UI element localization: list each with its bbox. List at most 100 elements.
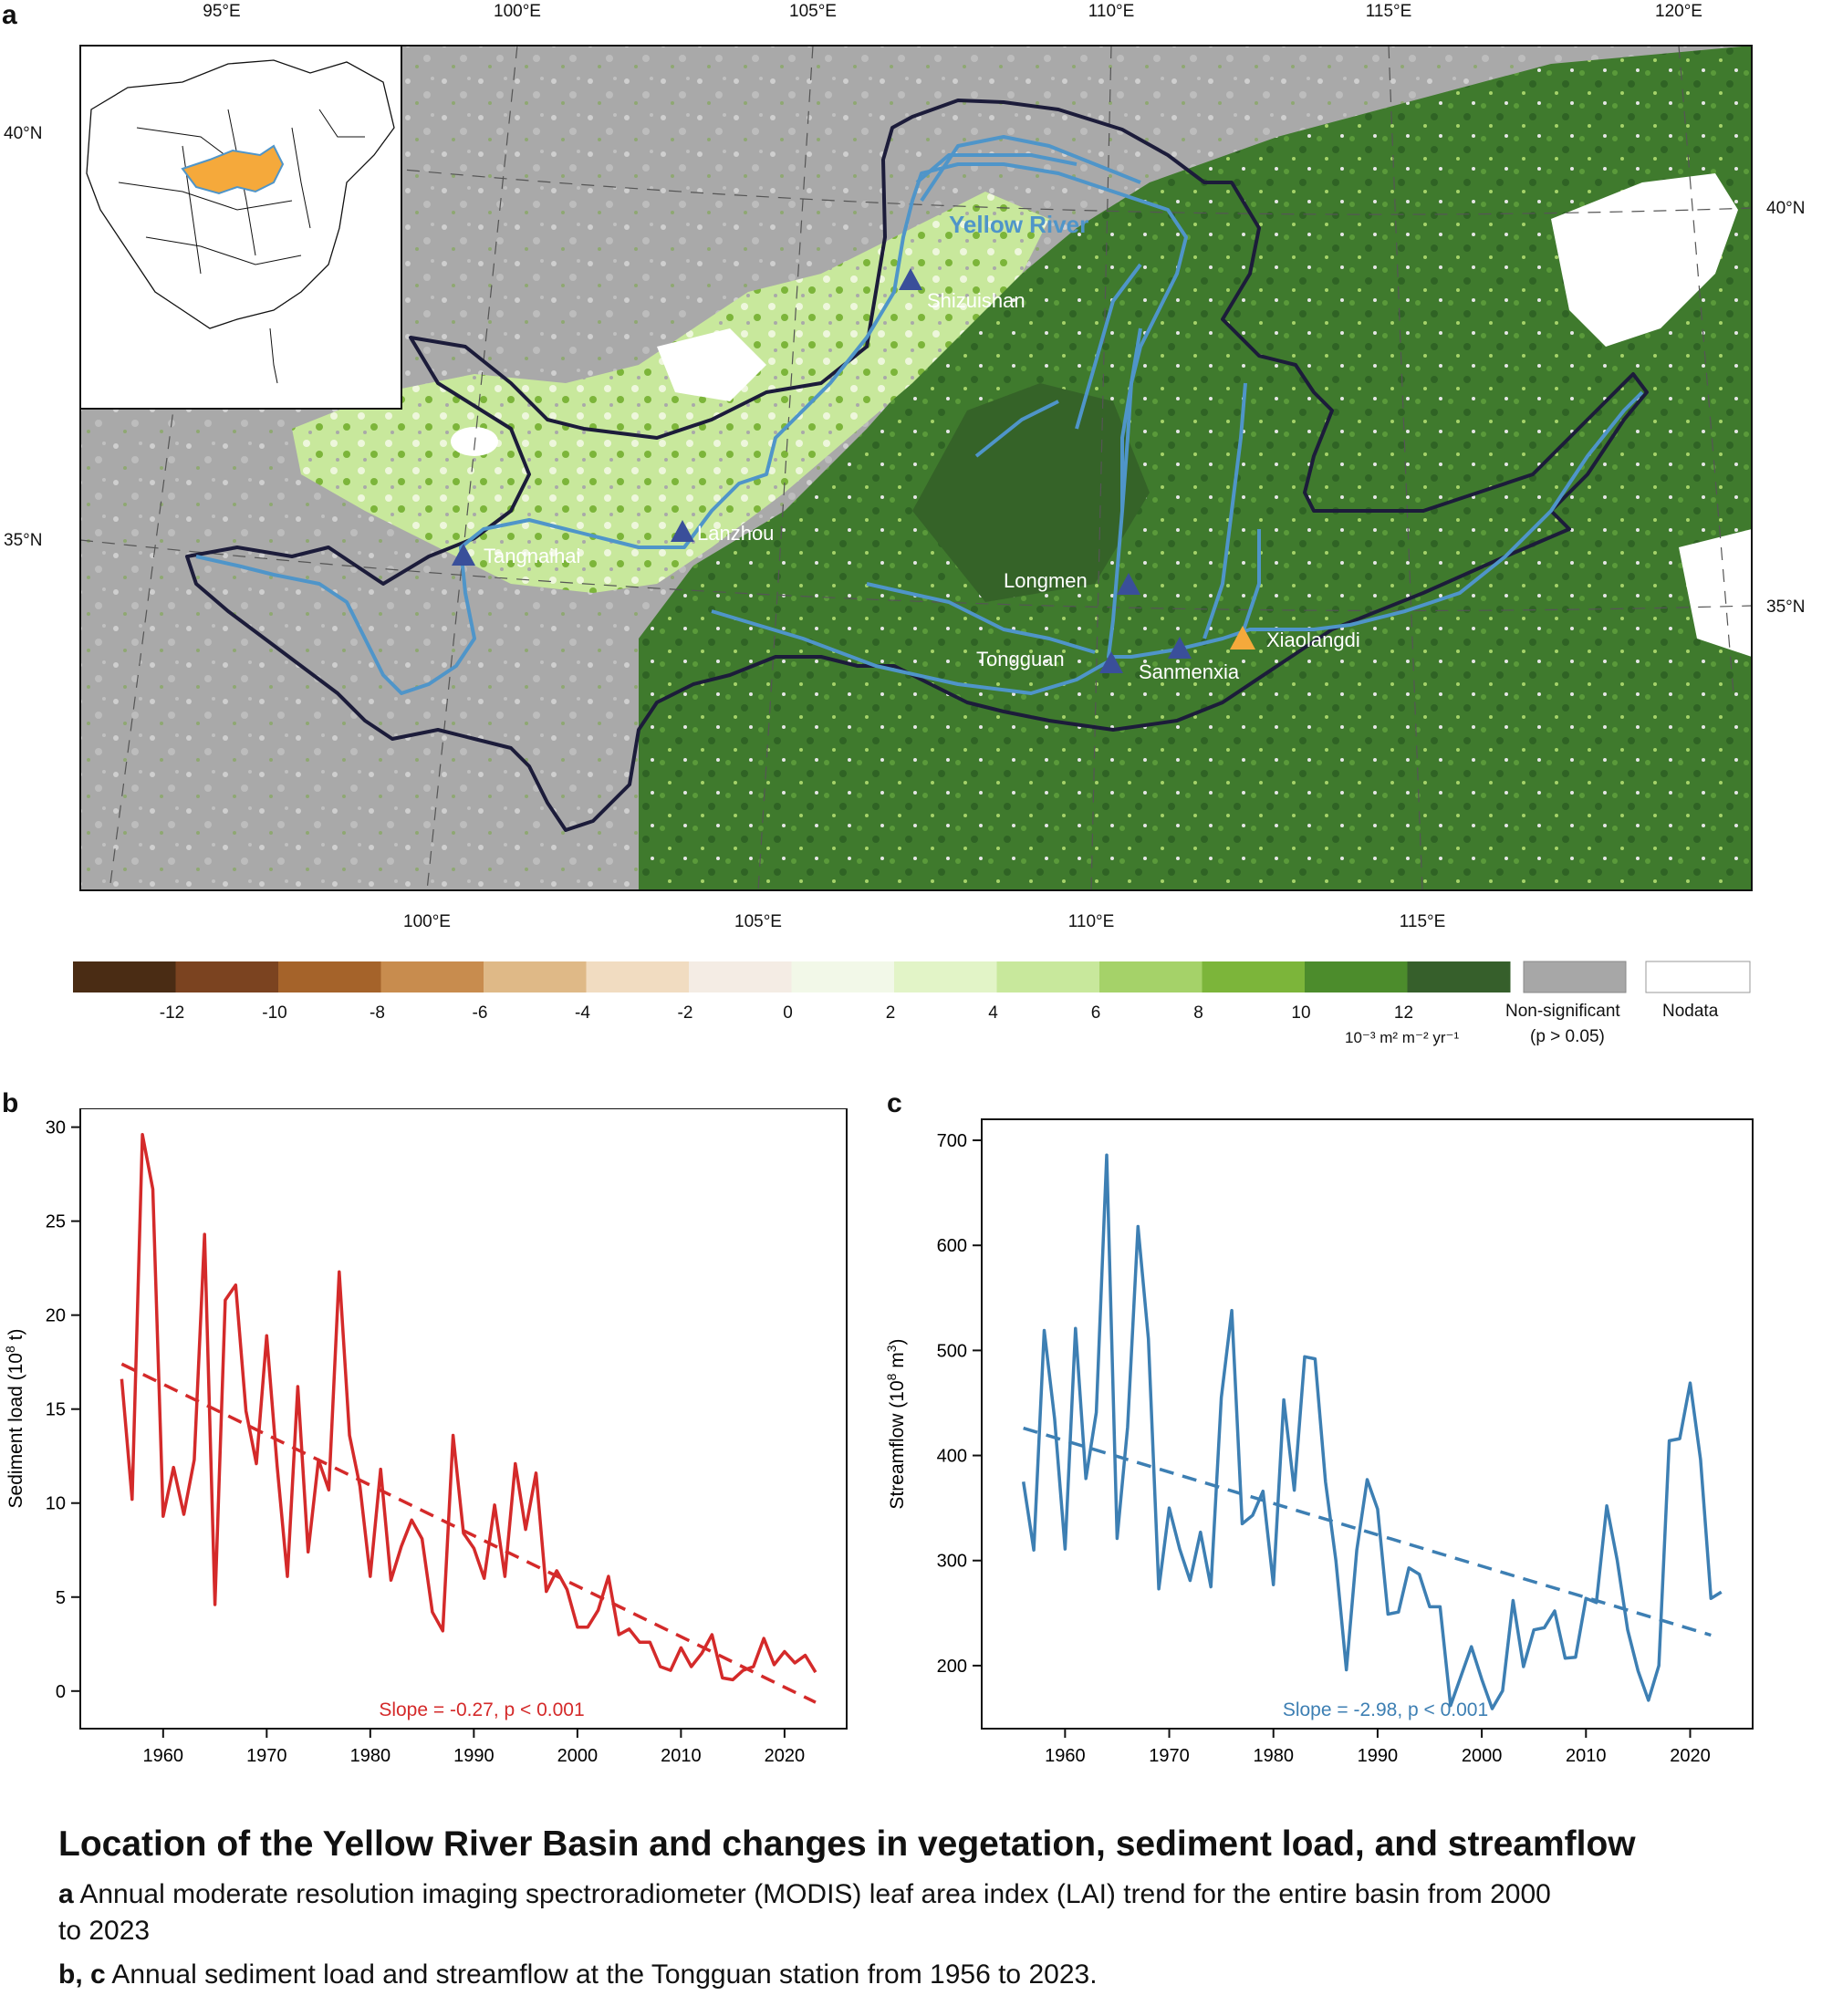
top-lon-label: 105°E: [789, 2, 837, 21]
x-tick-label: 2000: [1462, 1746, 1503, 1766]
colorbar-swatch: [1202, 961, 1306, 992]
y-tick-label: 0: [56, 1682, 66, 1702]
y-tick-label: 15: [46, 1400, 66, 1420]
panel-letter-a: a: [2, 0, 17, 30]
colorbar-tick-label: -2: [677, 1003, 693, 1023]
colorbar-tick-label: -6: [472, 1003, 488, 1023]
y-tick-label: 10: [46, 1494, 66, 1514]
lai-trend-colorbar: [73, 961, 1751, 993]
trend-line: [120, 1362, 817, 1704]
slope-annotation: Slope = -2.98, p < 0.001: [1283, 1699, 1488, 1720]
x-tick-label: 1990: [453, 1746, 495, 1766]
x-tick-label: 2010: [661, 1746, 702, 1766]
colorbar-swatch: [996, 961, 1100, 992]
top-lon-label: 95°E: [203, 2, 241, 21]
x-tick-label: 1970: [1149, 1746, 1190, 1766]
y-tick-label: 5: [56, 1588, 66, 1608]
series-line: [1021, 1153, 1723, 1710]
station-marker-tongguan: [1099, 651, 1123, 673]
caption-a: a Annual moderate resolution imaging spe…: [58, 1879, 1551, 1910]
nonsignificant-sublabel: (p > 0.05): [1530, 1027, 1605, 1046]
caption-a-continued: to 2023: [58, 1916, 151, 1946]
y-tick-label: 300: [937, 1552, 967, 1572]
caption-title: Location of the Yellow River Basin and c…: [58, 1824, 1636, 1864]
colorbar-tick-label: 10: [1291, 1003, 1311, 1023]
reservoir-marker-xiaolangdi: [1230, 626, 1255, 649]
trend-line: [1023, 1426, 1712, 1637]
nonsignificant-swatch: [1523, 961, 1627, 993]
streamflow-chart: 200 300 400 500 600 700 1960 1970 1980 1990 2000 20…: [884, 1118, 1754, 1766]
colorbar-swatch: [278, 961, 381, 992]
y-tick-label: 200: [937, 1657, 967, 1677]
colorbar-swatch: [791, 961, 895, 992]
station-label-longmen: Longmen: [1004, 569, 1088, 592]
colorbar-swatch: [1407, 961, 1511, 992]
colorbar-tick-label: 2: [885, 1003, 896, 1023]
x-tick-label: 1990: [1358, 1746, 1399, 1766]
nodata-label: Nodata: [1662, 1002, 1719, 1021]
slope-annotation: Slope = -0.27, p < 0.001: [379, 1699, 584, 1720]
top-lon-label: 100°E: [494, 2, 541, 21]
station-marker-longmen: [1117, 573, 1140, 595]
station-label-xiaolangdi: Xiaolangdi: [1266, 629, 1360, 651]
y-tick-label: 700: [937, 1131, 967, 1151]
inset-china-map: [79, 45, 402, 410]
top-lon-label: 115°E: [1365, 2, 1412, 21]
caption-bc-text: Annual sediment load and streamflow at t…: [105, 1959, 1098, 1990]
x-tick-label: 2000: [557, 1746, 599, 1766]
caption-a-label: a: [58, 1879, 74, 1909]
left-lat-label: 35°N: [4, 531, 43, 550]
y-tick-label: 25: [46, 1212, 66, 1232]
bottom-lon-label: 110°E: [1067, 912, 1115, 931]
panel-letter-c: c: [887, 1088, 902, 1118]
bottom-lon-label: 100°E: [403, 912, 451, 931]
colorbar-swatch: [1305, 961, 1408, 992]
y-axis-label: Sediment load (108 t): [3, 1329, 26, 1509]
nodata-swatch: [1645, 961, 1751, 993]
colorbar-tick-label: 12: [1393, 1003, 1414, 1023]
x-tick-label: 1980: [350, 1746, 391, 1766]
y-tick-label: 600: [937, 1236, 967, 1256]
station-label-sanmenxia: Sanmenxia: [1139, 660, 1240, 683]
x-tick-label: 2020: [765, 1746, 806, 1766]
y-tick-label: 500: [937, 1341, 967, 1361]
series-line: [120, 1133, 817, 1682]
right-lat-label: 40°N: [1766, 199, 1806, 218]
x-tick-label: 2020: [1670, 1746, 1711, 1766]
colorbar-swatch: [1099, 961, 1203, 992]
station-marker-sanmenxia: [1168, 637, 1192, 659]
bottom-lon-label: 115°E: [1399, 912, 1446, 931]
x-tick-label: 1960: [143, 1746, 184, 1766]
colorbar-swatch: [586, 961, 690, 992]
colorbar-tick-label: 8: [1193, 1003, 1203, 1023]
colorbar-swatch: [380, 961, 484, 992]
colorbar-swatch: [175, 961, 279, 992]
station-label-shizuishan: Shizuishan: [927, 289, 1026, 312]
caption-bc-label: b, c: [58, 1959, 106, 1990]
colorbar-tick-label: -10: [262, 1003, 287, 1023]
left-lat-label: 40°N: [4, 124, 43, 143]
colorbar-units: 10⁻³ m² m⁻² yr⁻¹: [1345, 1029, 1460, 1046]
colorbar-tick-label: 4: [988, 1003, 998, 1023]
colorbar-swatch: [73, 961, 176, 992]
x-tick-label: 2010: [1566, 1746, 1607, 1766]
nonsignificant-label: Non-significant: [1505, 1002, 1620, 1021]
plot-frame: [981, 1118, 1754, 1730]
y-tick-label: 400: [937, 1447, 967, 1467]
y-tick-label: 30: [46, 1118, 66, 1138]
x-tick-label: 1970: [246, 1746, 287, 1766]
colorbar-tick-label: -8: [370, 1003, 385, 1023]
colorbar-tick-label: 0: [783, 1003, 793, 1023]
x-tick-label: 1980: [1253, 1746, 1294, 1766]
top-lon-label: 110°E: [1088, 2, 1135, 21]
colorbar-swatch: [484, 961, 587, 992]
station-label-tangnaihai: Tangnaihai: [484, 545, 580, 567]
station-marker-lanzhou: [671, 520, 694, 542]
caption-a-text: Annual moderate resolution imaging spect…: [73, 1879, 1551, 1909]
plot-frame: [79, 1108, 848, 1730]
station-marker-tangnaihai: [452, 544, 475, 566]
y-tick-label: 20: [46, 1306, 66, 1326]
yellow-river-label: Yellow River: [949, 211, 1088, 238]
right-lat-label: 35°N: [1766, 598, 1806, 617]
y-axis-label: Streamflow (108 m3): [884, 1338, 908, 1509]
